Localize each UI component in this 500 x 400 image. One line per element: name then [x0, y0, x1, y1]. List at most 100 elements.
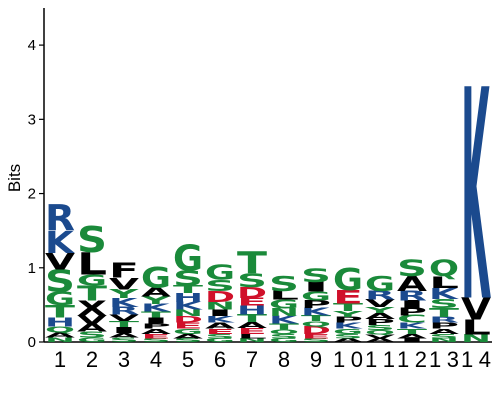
logo-letter-G: G [45, 288, 75, 310]
logo-letter-S: S [301, 337, 331, 343]
logo-letter-G: G [77, 337, 107, 344]
logo-letter-L: L [269, 289, 299, 303]
logo-letter-E: E [173, 321, 203, 330]
logo-letter-R: R [109, 305, 139, 317]
logo-letter-V: V [45, 249, 76, 274]
logo-letter-L: L [429, 273, 459, 292]
logo-letter-V: V [461, 293, 491, 328]
x-tick-label: 8 [278, 347, 290, 372]
logo-letter-T: T [237, 246, 267, 281]
x-tick-label: 4 [150, 347, 162, 372]
logo-letter-N: N [461, 333, 491, 345]
logo-letter-G: G [141, 262, 171, 295]
logo-letter-Q: Q [301, 320, 331, 328]
logo-letter-V: V [77, 313, 108, 327]
logo-letter-D: D [205, 288, 235, 306]
logo-letter-G: G [333, 328, 363, 336]
logo-letter-P: P [333, 315, 363, 324]
logo-letter-K: K [269, 314, 299, 326]
logo-letter-G: G [77, 271, 107, 289]
logo-letter-G: G [205, 338, 235, 344]
y-tick-label: 3 [28, 111, 36, 128]
logo-letter-A: A [333, 337, 364, 343]
logo-letter-Y: Y [364, 305, 396, 315]
x-tick-label: 6 [214, 347, 226, 372]
logo-letter-Q: Q [45, 325, 75, 335]
logo-letter-N: N [237, 337, 267, 343]
logo-letter-S: S [173, 337, 203, 343]
logo-letter-V: V [109, 275, 139, 294]
logo-letter-S: S [77, 330, 107, 339]
logo-letter-A: A [141, 285, 172, 299]
logo-letter-G: G [333, 262, 363, 297]
y-tick-label: 2 [28, 186, 36, 203]
logo-letter-P: P [141, 322, 171, 330]
logo-letter-N: N [45, 337, 75, 344]
logo-letter-A: A [237, 320, 267, 330]
logo-letter-S: S [109, 336, 139, 343]
logo-letter-S: S [205, 333, 235, 340]
x-tick-label: 9 [310, 347, 322, 372]
logo-letter-K: K [461, 28, 491, 366]
y-tick-label: 4 [28, 37, 36, 54]
logo-letter-V: V [365, 334, 396, 340]
logo-letter-H: H [237, 304, 267, 318]
logo-letter-K: K [173, 300, 203, 312]
logo-letter-S: S [45, 263, 75, 299]
logo-letter-K: K [301, 306, 331, 318]
x-tick-label: 1 [54, 347, 66, 372]
logo-letter-F: F [109, 259, 139, 283]
logo-letter-T: T [45, 301, 75, 321]
logo-letter-V: V [365, 298, 395, 310]
logo-letter-A: A [77, 322, 107, 334]
x-tick-label: 7 [246, 347, 258, 372]
logo-letter-D: D [173, 315, 203, 325]
x-tick-label: 3 [118, 347, 130, 372]
logo-letter-N: N [429, 337, 459, 343]
logo-letter-R: R [397, 288, 427, 303]
logo-letter-P: P [429, 321, 459, 330]
logo-letter-I: I [397, 298, 427, 310]
logo-letter-A: A [45, 331, 76, 339]
logo-letter-A: A [205, 321, 235, 331]
logo-letter-Q: Q [365, 329, 395, 336]
x-tick-label: 10 [333, 347, 363, 372]
logo-letter-D: D [301, 325, 331, 337]
logo-letter-H: H [173, 291, 203, 305]
logo-letter-V: V [109, 313, 139, 324]
logo-letter-S: S [397, 255, 427, 281]
logo-letter-T: T [429, 305, 459, 319]
plot-area: 01234NAQHTGSVKR1GSAVXTGLS2SAITVRKYVF3SEA… [28, 8, 492, 372]
y-tick-label: 1 [28, 260, 36, 277]
logo-letter-E: E [205, 328, 235, 336]
logo-letter-G: G [173, 238, 203, 279]
logo-letter-T: T [301, 314, 332, 323]
logo-letter-X: X [77, 297, 107, 321]
logo-letter-S: S [205, 277, 235, 295]
logo-letter-R: R [429, 315, 459, 325]
y-axis-title: Bits [5, 164, 24, 192]
logo-letter-K: K [205, 315, 235, 326]
logo-letter-S: S [365, 324, 395, 332]
logo-letter-Y: Y [108, 287, 139, 301]
logo-letter-N: N [173, 308, 203, 318]
logo-letter-I: I [109, 326, 139, 336]
logo-letter-S: S [429, 297, 459, 311]
logo-letter-K: K [333, 321, 363, 330]
y-tick-label: 0 [28, 334, 36, 351]
x-tick-label: 2 [86, 347, 98, 372]
logo-letter-G: G [173, 328, 203, 336]
logo-letter-D: D [237, 284, 267, 302]
logo-letter-L: L [461, 316, 491, 340]
logo-letter-N: N [205, 300, 235, 312]
x-tick-label: 13 [429, 347, 459, 372]
logo-letter-N: N [269, 307, 299, 319]
logo-letter-I: I [141, 316, 171, 326]
logo-letter-E: E [141, 333, 171, 340]
x-tick-label: 11 [365, 347, 395, 372]
logo-letter-C: C [397, 313, 427, 325]
logo-letter-P: P [365, 317, 395, 326]
logo-letter-A: A [397, 333, 428, 340]
logo-letter-T: T [397, 328, 428, 336]
logo-letter-E: E [237, 296, 267, 308]
